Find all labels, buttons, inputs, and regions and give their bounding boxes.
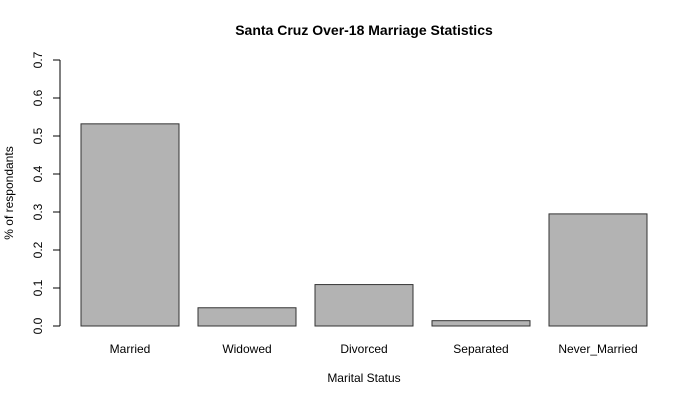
bar-divorced <box>314 284 414 327</box>
x-tick-label: Divorced <box>340 342 387 356</box>
x-tick-labels: Married Widowed Divorced Separated Never_Mar… <box>110 342 638 356</box>
y-axis: 0.0 0.1 0.2 0.3 0.4 0.5 0.6 0.7 <box>31 51 61 334</box>
y-tick-label: 0.7 <box>31 51 45 68</box>
chart-title: Santa Cruz Over-18 Marriage Statistics <box>235 22 493 38</box>
x-tick-label: Separated <box>453 342 508 356</box>
x-axis-label: Marital Status <box>327 371 400 385</box>
y-axis-label: % of respondants <box>2 146 16 239</box>
y-tick-label: 0.2 <box>31 241 45 258</box>
bars <box>80 123 648 327</box>
y-tick-label: 0.6 <box>31 89 45 106</box>
x-tick-label: Widowed <box>222 342 271 356</box>
y-tick-label: 0.5 <box>31 127 45 144</box>
x-tick-label: Married <box>110 342 151 356</box>
x-tick-label: Never_Married <box>558 342 637 356</box>
y-tick-label: 0.0 <box>31 317 45 334</box>
y-tick-label: 0.4 <box>31 165 45 182</box>
y-tick-label: 0.3 <box>31 203 45 220</box>
bar-separated <box>431 320 531 327</box>
y-tick-label: 0.1 <box>31 279 45 296</box>
bar-married <box>80 123 180 327</box>
bar-widowed <box>197 307 297 327</box>
bar-never-married <box>548 213 648 327</box>
